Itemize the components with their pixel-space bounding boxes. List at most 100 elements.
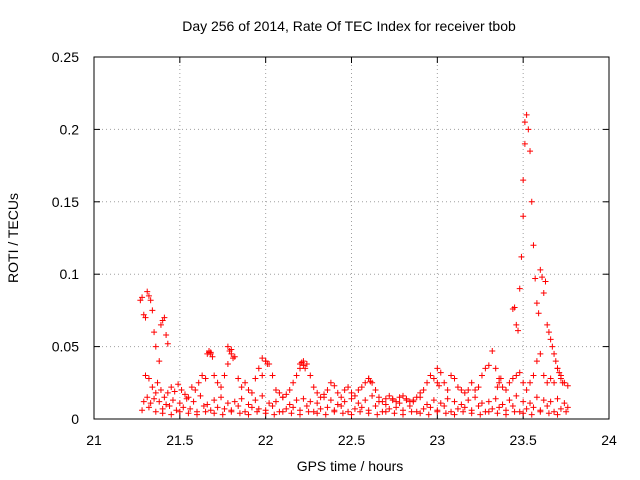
data-point (322, 411, 329, 418)
data-point (551, 379, 558, 386)
data-point (544, 321, 551, 328)
data-point (178, 387, 185, 394)
data-point (187, 405, 194, 412)
data-point (437, 369, 444, 376)
data-point (163, 401, 170, 408)
data-point (358, 404, 365, 411)
data-point (527, 400, 534, 407)
gridlines (94, 57, 609, 419)
data-point (515, 327, 522, 334)
data-point (451, 375, 458, 382)
data-point (482, 365, 489, 372)
data-point (400, 392, 406, 399)
data-point (367, 378, 374, 385)
data-point (389, 395, 396, 402)
data-point (520, 410, 527, 417)
data-point (485, 398, 492, 405)
data-point (314, 389, 321, 396)
data-point (211, 397, 218, 404)
data-point (152, 408, 159, 415)
data-point (230, 355, 237, 362)
data-point (145, 375, 152, 382)
data-point (497, 375, 504, 382)
data-point (425, 411, 432, 418)
data-point (475, 402, 482, 409)
data-point (478, 400, 485, 407)
data-point (168, 384, 175, 391)
data-point (314, 410, 321, 417)
data-point (557, 405, 564, 412)
x-tick-label: 21 (86, 432, 102, 448)
data-point (547, 336, 554, 343)
data-point (157, 321, 164, 328)
data-point (245, 387, 252, 394)
y-tick-label: 0.05 (52, 339, 79, 355)
data-point (157, 387, 164, 394)
data-point (209, 353, 216, 360)
data-point (327, 397, 334, 404)
data-point (290, 379, 297, 386)
data-point (166, 402, 173, 409)
data-point (468, 410, 475, 417)
data-point (334, 401, 341, 408)
data-point (530, 242, 537, 249)
data-point (503, 411, 509, 418)
data-point (188, 384, 195, 391)
data-point (218, 384, 225, 391)
data-point (362, 379, 369, 386)
data-point (211, 372, 218, 379)
data-point (266, 400, 273, 407)
data-point (139, 294, 146, 301)
data-point (513, 392, 520, 399)
data-point (540, 372, 547, 379)
x-axis-label: GPS time / hours (297, 458, 404, 474)
data-point (396, 400, 403, 407)
data-point (248, 389, 255, 396)
data-point (221, 372, 228, 379)
data-point (477, 411, 484, 418)
data-point (564, 404, 571, 411)
data-point (424, 401, 431, 408)
data-point (382, 395, 389, 402)
data-point (542, 278, 549, 285)
data-point (520, 379, 527, 386)
data-point (271, 411, 278, 418)
data-point (334, 389, 341, 396)
x-tick-label: 23.5 (510, 432, 537, 448)
data-point (192, 387, 199, 394)
data-point (236, 410, 243, 417)
data-point (374, 411, 381, 418)
data-point (303, 402, 310, 409)
data-point (171, 388, 178, 395)
data-point (564, 382, 571, 389)
data-point (168, 411, 175, 418)
data-point (549, 343, 556, 350)
data-point (276, 389, 283, 396)
data-point (142, 372, 149, 379)
data-point (303, 360, 310, 367)
data-point (442, 410, 449, 417)
data-point (375, 398, 382, 405)
data-point (475, 384, 482, 391)
data-point (272, 398, 279, 405)
data-point (341, 387, 348, 394)
chart-title: Day 256 of 2014, Rate Of TEC Index for r… (182, 18, 516, 34)
data-point (461, 389, 468, 396)
data-point (144, 394, 151, 401)
data-point (441, 402, 448, 409)
data-point (185, 410, 192, 417)
data-point (286, 401, 293, 408)
data-point (521, 119, 528, 126)
data-point (351, 392, 358, 399)
data-point (269, 372, 276, 379)
data-point (254, 408, 261, 415)
data-point (489, 405, 496, 412)
data-point (242, 408, 249, 415)
data-point (235, 375, 242, 382)
data-point (496, 404, 503, 411)
data-point (454, 384, 461, 391)
data-point (444, 387, 451, 394)
data-point (544, 402, 551, 409)
data-point (460, 408, 467, 415)
